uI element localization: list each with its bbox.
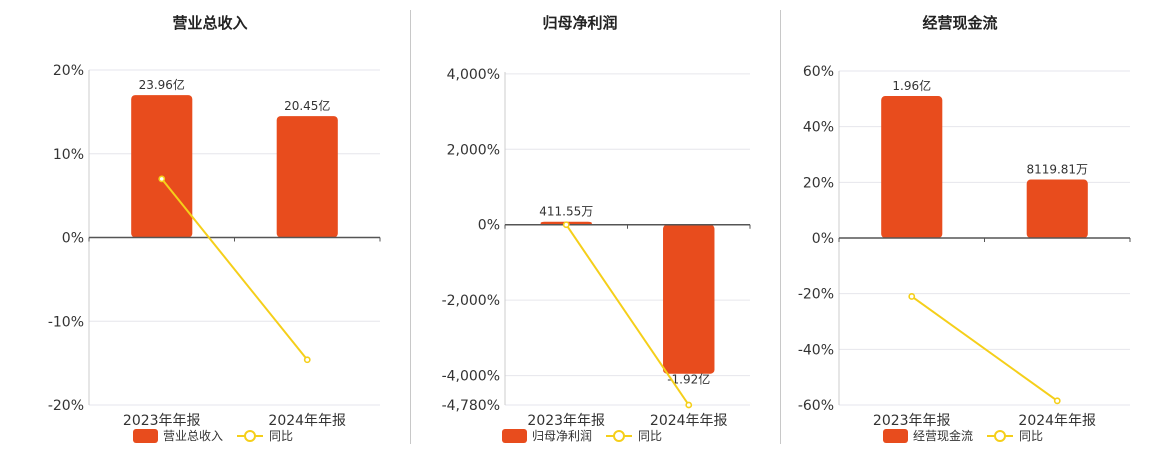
panel-divider — [780, 10, 781, 444]
legend-bar-label: 经营现金流 — [913, 428, 973, 443]
legend-bar-swatch — [502, 429, 527, 443]
x-category-label: 2024年年报 — [1018, 413, 1096, 429]
bar-value-label: 411.55万 — [539, 205, 593, 219]
panel-divider — [410, 10, 411, 444]
y-tick-label: 0% — [812, 231, 834, 247]
y-tick-label: 10% — [53, 147, 84, 163]
legend-line-marker — [994, 430, 1006, 442]
x-category-label: 2024年年报 — [650, 413, 728, 429]
cash-flow-chart: 经营现金流 60% 40% 20% 0% -20% -40% -60% 1.96亿 8119.81… — [798, 14, 1131, 443]
bar — [276, 116, 338, 238]
y-tick-label: -2,000% — [442, 293, 500, 309]
x-category-label: 2023年年报 — [527, 413, 605, 429]
y-tick-label: 60% — [803, 64, 834, 80]
net-profit-chart: 归母净利润 4,000% 2,000% 0% -2,000% -4,000% -4,780%… — [442, 14, 751, 443]
y-tick-label: 40% — [803, 120, 834, 136]
yoy-point — [908, 293, 916, 300]
bar-value-label: -1.92亿 — [667, 372, 710, 387]
legend-line-marker — [244, 430, 256, 442]
yoy-point — [1053, 397, 1061, 405]
y-tick-label: 20% — [803, 175, 834, 191]
legend-line-label: 同比 — [1019, 429, 1043, 443]
y-tick-label: -60% — [798, 398, 834, 414]
legend-bar-swatch — [133, 429, 158, 443]
bar — [663, 224, 715, 374]
bar-value-label: 1.96亿 — [892, 78, 931, 93]
y-tick-label: -4,780% — [442, 398, 500, 414]
yoy-point — [158, 175, 166, 183]
x-category-label: 2023年年报 — [873, 413, 951, 429]
chart-title: 归母净利润 — [542, 14, 617, 32]
yoy-line — [565, 224, 690, 406]
y-tick-label: 20% — [53, 63, 84, 79]
y-tick-label: -20% — [48, 398, 84, 414]
bar — [131, 95, 193, 238]
yoy-line — [911, 295, 1058, 402]
yoy-point — [303, 356, 311, 364]
legend-line-label: 同比 — [638, 429, 662, 443]
bar — [881, 96, 943, 238]
y-tick-label: -20% — [798, 287, 834, 303]
yoy-line — [160, 178, 309, 361]
yoy-point — [685, 401, 693, 409]
chart-title: 经营现金流 — [922, 14, 997, 32]
y-tick-label: 0% — [478, 218, 500, 234]
legend-bar-label: 归母净利润 — [532, 429, 592, 443]
yoy-point — [562, 221, 570, 229]
x-category-label: 2024年年报 — [268, 413, 346, 429]
y-tick-label: -40% — [798, 342, 834, 358]
bar-value-label: 23.96亿 — [139, 77, 185, 92]
y-tick-label: -10% — [48, 314, 84, 330]
legend-line-label: 同比 — [269, 429, 293, 443]
y-tick-label: 0% — [62, 231, 84, 247]
bar-value-label: 20.45亿 — [284, 98, 330, 113]
y-tick-label: 2,000% — [447, 142, 500, 158]
chart-title: 营业总收入 — [172, 14, 247, 32]
legend-bar-swatch — [883, 429, 908, 443]
revenue-chart: 营业总收入 20% 10% 0% -10% -20% 23.96亿 20.45亿 2023年年报… — [48, 14, 381, 443]
x-category-label: 2023年年报 — [123, 413, 201, 429]
y-tick-label: -4,000% — [442, 369, 500, 385]
legend-line-marker — [613, 430, 625, 442]
y-tick-label: 4,000% — [447, 67, 500, 83]
bar-value-label: 8119.81万 — [1026, 163, 1088, 177]
bar — [1026, 179, 1088, 238]
legend-bar-label: 营业总收入 — [163, 429, 223, 443]
